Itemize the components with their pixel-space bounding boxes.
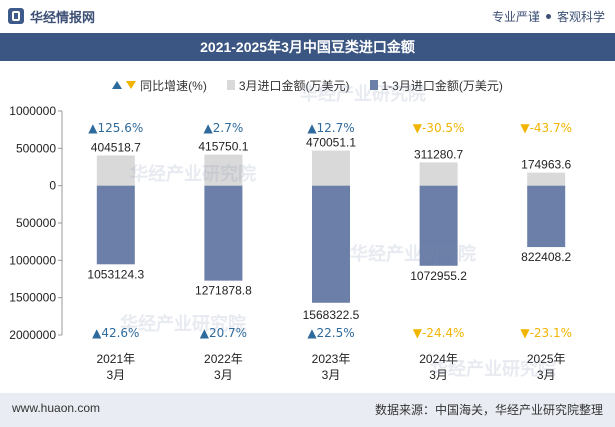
- data-label-cumulative: 1568322.5: [303, 308, 360, 322]
- bar-cumulative: [204, 185, 243, 281]
- y-tick-label: 500000: [16, 216, 56, 230]
- growth-label-cumulative: ▲22.5%: [307, 326, 354, 340]
- data-label-monthly: 311280.7: [414, 147, 463, 161]
- brand[interactable]: 华经情报网: [8, 7, 95, 25]
- y-tick-label: 500000: [16, 141, 56, 155]
- data-label-monthly: 174963.6: [521, 158, 571, 172]
- x-tick-label: 3月: [537, 368, 556, 382]
- triangle-up-icon: [112, 81, 123, 89]
- x-tick-label: 3月: [106, 368, 125, 382]
- data-label-cumulative: 1053124.3: [87, 267, 144, 281]
- x-tick-label: 3月: [322, 368, 341, 382]
- top-right-tagline: 专业严谨 客观科学: [492, 8, 605, 25]
- x-tick-label: 2025年: [527, 352, 566, 366]
- bar-monthly: [527, 172, 566, 186]
- growth-label-cumulative: ▲42.6%: [92, 326, 139, 340]
- legend-monthly-swatch: [226, 80, 235, 90]
- bar-cumulative: [419, 185, 458, 266]
- x-tick-label: 2024年: [419, 352, 458, 366]
- legend-growth[interactable]: 同比增速(%): [112, 76, 207, 94]
- tagline-a: 专业严谨: [491, 10, 540, 24]
- growth-label-monthly: ▲2.7%: [204, 121, 244, 135]
- growth-label-monthly: ▼-30.5%: [413, 121, 465, 135]
- y-tick-label: 1000000: [9, 104, 56, 118]
- growth-label-cumulative: ▼-23.1%: [520, 326, 572, 340]
- y-tick-label: 0: [49, 179, 56, 193]
- growth-label-monthly: ▼-43.7%: [520, 121, 572, 135]
- x-tick-label: 2023年: [312, 352, 351, 366]
- triangle-down-icon: [126, 81, 137, 89]
- top-bar: 华经情报网 专业严谨 客观科学: [0, 0, 615, 32]
- legend-monthly[interactable]: 3月进口金额(万美元): [226, 76, 350, 94]
- growth-label-cumulative: ▲20.7%: [200, 326, 247, 340]
- growth-label-monthly: ▲125.6%: [88, 121, 143, 135]
- chart-title: 2021-2025年3月中国豆类进口金额: [200, 39, 415, 55]
- legend-growth-label: 同比增速(%): [140, 78, 207, 93]
- footer-source: 数据来源：中国海关，华经产业研究院整理: [374, 403, 603, 417]
- legend-cumulative-label: 1-3月进口金额(万美元): [381, 78, 503, 93]
- bar-cumulative: [312, 185, 350, 303]
- data-label-cumulative: 1271878.8: [195, 284, 252, 298]
- x-tick-label: 2022年: [204, 352, 243, 366]
- legend-monthly-label: 3月进口金额(万美元): [238, 78, 350, 93]
- bar-monthly: [96, 155, 135, 186]
- data-label-cumulative: 822408.2: [521, 250, 571, 264]
- legend-cumulative-swatch: [369, 80, 378, 90]
- data-label-monthly: 415750.1: [198, 140, 248, 154]
- x-tick-label: 3月: [429, 368, 448, 382]
- chart-legend: 同比增速(%) 3月进口金额(万美元) 1-3月进口金额(万美元): [0, 76, 615, 94]
- bar-cumulative: [527, 185, 566, 248]
- bar-monthly: [419, 162, 458, 186]
- y-tick-label: 1500000: [9, 291, 56, 305]
- x-tick-label: 2021年: [96, 352, 135, 366]
- bar-monthly: [312, 150, 350, 186]
- data-label-monthly: 404518.7: [91, 140, 141, 154]
- bar-monthly: [204, 154, 243, 186]
- bar-chart: 1000000 500000 0 500000 1000000 1500000 200000…: [9, 104, 572, 382]
- data-label-monthly: 470051.1: [306, 136, 356, 150]
- bar-cumulative: [96, 185, 135, 265]
- dot-icon: [545, 14, 551, 19]
- chart-title-bar: 2021-2025年3月中国豆类进口金额: [0, 33, 615, 61]
- y-tick-label: 1000000: [9, 253, 56, 267]
- footer: www.huaon.com 数据来源：中国海关，华经产业研究院整理: [0, 393, 615, 427]
- y-tick-label: 2000000: [9, 328, 56, 342]
- legend-cumulative[interactable]: 1-3月进口金额(万美元): [369, 76, 503, 94]
- growth-label-monthly: ▲12.7%: [307, 121, 354, 135]
- footer-website-link[interactable]: www.huaon.com: [12, 401, 101, 415]
- growth-label-cumulative: ▼-24.4%: [413, 326, 465, 340]
- brand-logo-icon: [8, 8, 24, 24]
- x-tick-label: 3月: [214, 368, 233, 382]
- data-label-cumulative: 1072955.2: [410, 269, 467, 283]
- brand-name: 华经情报网: [30, 9, 96, 25]
- tagline-b: 客观科学: [556, 10, 605, 24]
